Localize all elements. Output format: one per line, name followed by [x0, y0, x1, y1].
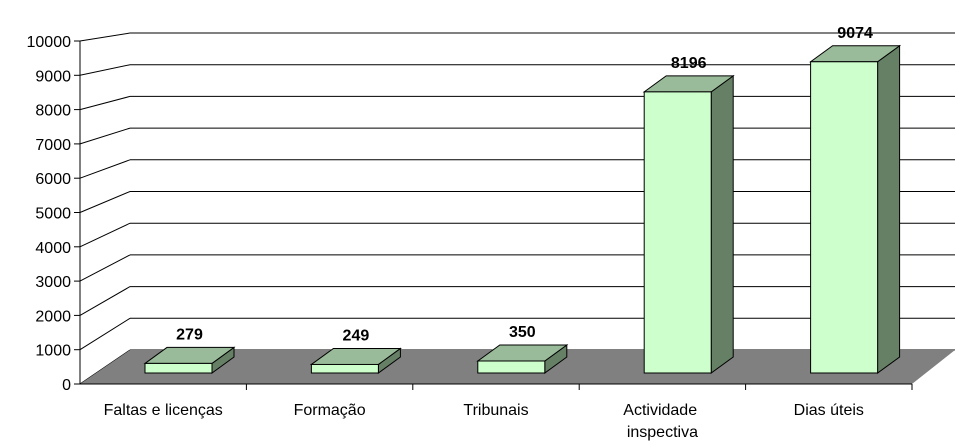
y-tick-label: 7000 [35, 137, 71, 154]
grid-diagonal [79, 317, 131, 351]
grid-diagonal [79, 222, 131, 248]
x-tick-label: Faltas e licenças [104, 402, 223, 419]
grid-diagonal [79, 254, 131, 282]
grid-diagonal [79, 159, 131, 179]
x-tick-label: Formação [294, 402, 366, 419]
value-label: 249 [343, 327, 370, 344]
value-label: 279 [176, 326, 203, 343]
bar-side [710, 74, 734, 374]
y-tick-label: 6000 [35, 171, 71, 188]
x-tick-label: Tribunais [463, 402, 528, 419]
y-tick-label: 10000 [27, 34, 72, 51]
y-tick-label: 2000 [35, 308, 71, 325]
y-tick-label: 1000 [35, 343, 71, 360]
grid-diagonal [79, 95, 131, 111]
y-tick-label: 4000 [35, 240, 71, 257]
grid-diagonal [79, 32, 131, 42]
y-tick-label: 0 [62, 377, 71, 394]
x-tick-label: Actividade inspectiva [623, 402, 701, 441]
grid-diagonal [79, 127, 131, 145]
grid-diagonal [79, 64, 131, 76]
bar [477, 360, 546, 374]
value-label: 9074 [837, 25, 873, 42]
bar [643, 91, 712, 374]
value-label: 8196 [671, 55, 707, 72]
bar [144, 362, 213, 374]
bar [810, 61, 879, 374]
y-tick-label: 5000 [35, 206, 71, 223]
x-tick-label: Dias úteis [794, 402, 864, 419]
y-tick-label: 3000 [35, 274, 71, 291]
grid-diagonal [79, 286, 131, 316]
y-tick-label: 8000 [35, 103, 71, 120]
y-tick-label: 9000 [35, 68, 71, 85]
bar-side [877, 44, 901, 374]
grid-diagonal [79, 191, 131, 213]
bar [310, 363, 379, 374]
value-label: 350 [509, 324, 536, 341]
